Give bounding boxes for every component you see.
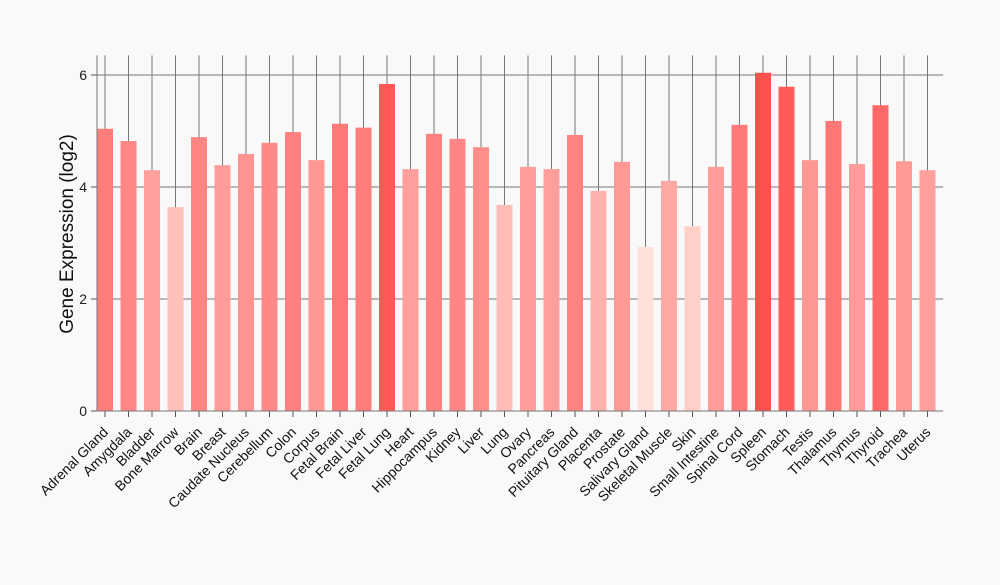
bar-lung (496, 204, 513, 411)
bar-uterus (919, 170, 936, 411)
bars (97, 72, 936, 412)
bar-salivary-gland (637, 246, 654, 411)
bar-skin (684, 226, 701, 411)
bar-skeletal-muscle (661, 180, 677, 411)
bar-thymus (849, 164, 865, 411)
bar-colon (285, 132, 301, 411)
bar-fetal-liver (355, 127, 372, 411)
bar-ovary (520, 166, 536, 411)
bar-testis (802, 160, 818, 411)
bar-spinal-cord (731, 124, 748, 411)
bar-breast (214, 165, 231, 411)
bar-hippocampus (426, 133, 442, 412)
bar-fetal-lung (379, 83, 395, 412)
bar-thyroid (872, 105, 889, 412)
y-tick-label: 2 (79, 291, 87, 307)
bar-amygdala (120, 141, 137, 411)
bar-fetal-brain (332, 123, 348, 411)
bar-pituitary-gland (567, 134, 583, 412)
bar-bladder (144, 170, 160, 411)
bar-pancreas (543, 169, 560, 411)
bar-adrenal-gland (97, 128, 113, 411)
bar-spleen (755, 72, 771, 411)
y-axis-label: Gene Expression (log2) (57, 134, 78, 334)
y-tick-label: 0 (79, 403, 87, 419)
bar-thalamus (825, 120, 842, 412)
bar-prostate (614, 161, 630, 411)
y-tick-label: 4 (79, 179, 87, 195)
bar-trachea (896, 161, 912, 411)
bar-placenta (590, 190, 607, 411)
y-axis: 0 2 4 6 (79, 55, 98, 419)
bar-liver (473, 147, 489, 412)
bar-bone-marrow (167, 207, 184, 411)
bar-kidney (449, 138, 466, 411)
bar-caudate-nucleus (238, 153, 254, 411)
bar-heart (402, 169, 419, 411)
bar-stomach (778, 86, 795, 411)
bar-cerebellum (261, 142, 278, 411)
bar-corpus (308, 160, 325, 411)
y-tick-label: 6 (79, 67, 87, 83)
bar-small-intestine (708, 166, 724, 411)
bar-brain (191, 137, 207, 411)
